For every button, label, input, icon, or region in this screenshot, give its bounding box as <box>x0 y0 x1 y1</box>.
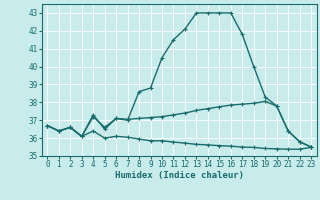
X-axis label: Humidex (Indice chaleur): Humidex (Indice chaleur) <box>115 171 244 180</box>
